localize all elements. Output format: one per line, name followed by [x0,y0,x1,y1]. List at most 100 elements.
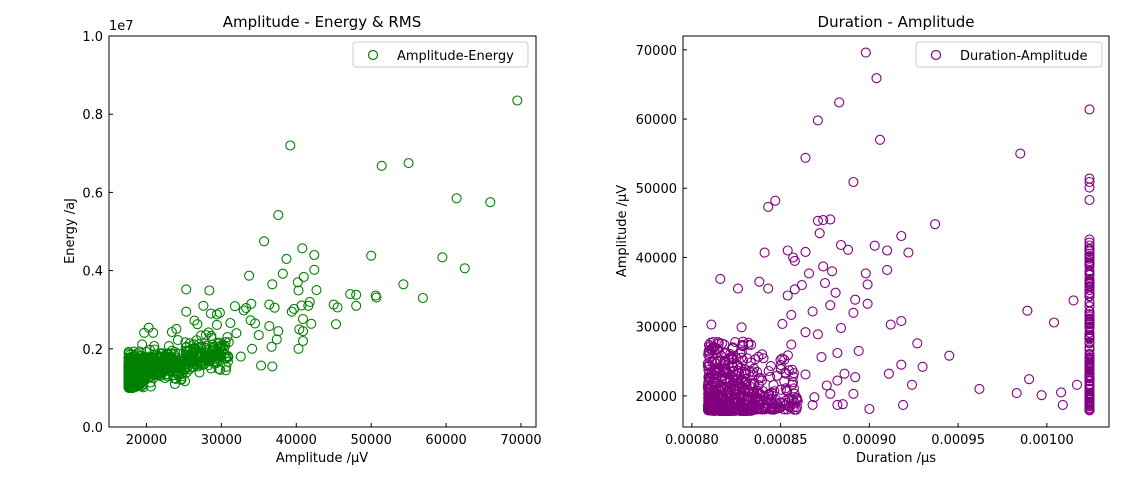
data-point [437,252,448,263]
scatter-points [702,47,1095,417]
data-point [760,400,771,411]
data-point [716,338,728,349]
data-point [737,382,748,393]
data-point [763,283,774,294]
scatter-points [123,95,523,393]
data-point [746,402,757,413]
data-point [211,319,222,330]
data-point [288,303,300,314]
x-tick-label: 60000 [425,433,466,448]
data-point [734,368,745,379]
data-point [789,255,800,266]
legend-label: Duration-Amplitude [960,49,1088,64]
y-tick-label: 0.6 [82,186,103,201]
data-point [376,160,387,171]
data-point [848,176,859,188]
data-point [1011,388,1022,399]
data-point [738,340,749,351]
data-point [860,268,871,279]
data-point [1084,194,1095,206]
data-point [883,368,894,379]
data-point [172,335,183,346]
data-point [781,368,792,379]
x-tick-label: 0.00100 [1020,433,1074,448]
data-point [736,322,747,333]
data-point [298,271,309,282]
data-point [181,284,192,295]
data-point [245,315,256,326]
legend-marker [930,49,942,61]
data-point [825,300,836,311]
data-point [1084,384,1095,395]
data-point [266,341,277,352]
data-point [853,345,864,356]
data-point [871,73,882,84]
data-point [898,399,909,410]
data-point [417,292,428,304]
y-multiplier-label: 1e7 [109,19,134,34]
data-point [209,356,220,367]
data-point [734,378,745,389]
data-point [791,394,802,405]
data-point [221,353,232,364]
data-point [205,363,216,374]
data-point [731,352,742,363]
data-point [782,404,793,415]
plot-frame [682,35,1110,428]
data-point [1084,353,1095,364]
data-point [737,339,748,350]
data-point [782,290,793,301]
data-point [1084,104,1095,115]
data-point [459,263,470,274]
data-point [800,327,811,338]
data-point [292,277,303,288]
data-point [264,299,275,310]
data-point [753,373,764,384]
data-point [1084,358,1095,369]
legend-box [915,41,1103,68]
data-point [1084,301,1095,312]
data-point [244,270,255,281]
data-point [180,349,191,360]
data-point [166,345,178,356]
data-point [211,349,222,360]
data-point [729,394,740,405]
data-point [714,405,725,416]
data-point [229,301,240,312]
data-point [832,399,843,410]
data-point [1084,376,1095,387]
x-tick-label: 0.00090 [842,433,896,448]
data-point [882,245,893,256]
data-point [170,373,181,384]
data-point [1084,278,1095,289]
data-point [1084,338,1095,349]
x-tick-label: 70000 [500,433,541,448]
data-point [194,367,205,378]
data-point [285,140,296,151]
data-point [754,276,765,287]
data-point [181,306,192,317]
data-point [1071,379,1083,390]
data-point [225,317,236,329]
data-point [944,350,955,361]
data-point [837,399,848,410]
data-point [137,339,148,350]
data-point [1036,390,1047,401]
data-point [869,240,880,251]
data-point [198,300,209,311]
data-point [812,329,823,340]
data-point [912,338,923,349]
data-point [200,347,211,358]
data-point [286,306,297,317]
data-point [800,369,811,380]
y-tick-label: 60000 [636,113,677,128]
data-point [1084,394,1095,405]
y-tick-label: 1.0 [82,30,103,45]
data-point [281,253,292,264]
y-axis-label: Amplitude /μV [615,185,630,277]
data-point [200,329,211,341]
data-point [860,47,871,58]
data-point [218,344,229,355]
data-point [123,372,134,383]
y-tick-label: 30000 [636,321,677,336]
